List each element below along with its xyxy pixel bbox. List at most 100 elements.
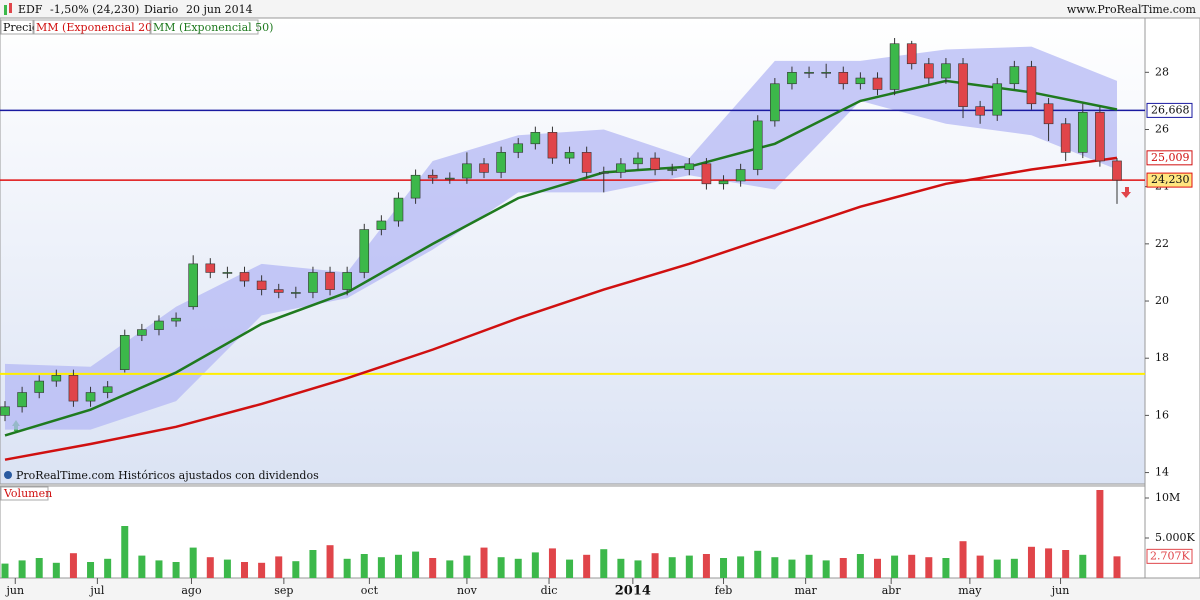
y-tick-label: 22 bbox=[1155, 237, 1169, 250]
volume-bar bbox=[446, 560, 454, 578]
candle-body bbox=[992, 83, 1003, 116]
volume-bar bbox=[155, 560, 163, 578]
candle-body bbox=[889, 43, 900, 90]
sell-arrow bbox=[1121, 187, 1131, 198]
volume-bar bbox=[976, 555, 984, 578]
candle-body bbox=[496, 152, 506, 173]
price-label-box bbox=[1146, 102, 1193, 118]
candle-body bbox=[85, 392, 96, 402]
moving-average bbox=[4, 156, 1118, 461]
candle-body bbox=[1095, 112, 1105, 162]
candle-body bbox=[667, 169, 678, 171]
volume-bar bbox=[856, 554, 864, 578]
volume-bar bbox=[138, 555, 146, 578]
volume-bar bbox=[241, 562, 249, 578]
candle-body bbox=[325, 272, 335, 290]
volume-bar bbox=[1027, 546, 1035, 578]
candle-body bbox=[410, 174, 421, 199]
volume-bar bbox=[702, 554, 710, 578]
candle-body bbox=[684, 163, 695, 170]
volume-bar bbox=[1, 563, 9, 578]
volume-bar bbox=[822, 560, 830, 578]
candle-body bbox=[342, 272, 352, 290]
candle-body bbox=[855, 77, 866, 85]
volume-bar bbox=[87, 562, 95, 578]
value-label-box bbox=[1146, 150, 1193, 166]
candle-body bbox=[256, 280, 267, 290]
volume-bar bbox=[18, 560, 26, 578]
candle-body bbox=[1026, 66, 1037, 105]
candle-body bbox=[1009, 66, 1020, 85]
volume-bar bbox=[514, 558, 522, 578]
candle-body bbox=[51, 375, 62, 382]
site: www.ProRealTime.com bbox=[1067, 3, 1197, 16]
volume-bar bbox=[121, 526, 129, 578]
candle-body bbox=[154, 320, 164, 330]
value-label: 25,009 bbox=[1151, 151, 1190, 164]
candle-body bbox=[787, 72, 797, 85]
x-tick-label: jul bbox=[88, 584, 104, 597]
candle-body bbox=[359, 229, 370, 273]
legend-box bbox=[0, 19, 34, 35]
candle-body bbox=[479, 163, 489, 173]
volume-bar bbox=[292, 561, 300, 578]
volume-bar bbox=[754, 550, 762, 578]
volume-bar bbox=[771, 557, 779, 578]
bollinger-band bbox=[5, 46, 1117, 430]
volume-bar bbox=[873, 558, 881, 578]
x-tick-label: jun bbox=[4, 584, 24, 597]
candle-body bbox=[393, 197, 404, 222]
volume-bar bbox=[685, 555, 693, 578]
candle-body bbox=[701, 163, 712, 185]
x-tick-label: jun bbox=[1050, 584, 1070, 597]
candle-body bbox=[119, 335, 130, 370]
volume-bar bbox=[805, 554, 813, 578]
volume-bar bbox=[942, 558, 950, 578]
volume-bar bbox=[223, 559, 231, 578]
legend-box bbox=[33, 19, 151, 35]
candle-body bbox=[718, 180, 729, 185]
legend: Precio MM (Exponencial 200) MM (Exponenc… bbox=[0, 19, 273, 35]
volume-bar bbox=[394, 554, 402, 578]
candle-body bbox=[598, 172, 609, 174]
candle-body bbox=[924, 63, 934, 79]
y-tick-label: 18 bbox=[1155, 351, 1169, 364]
candle-body bbox=[941, 63, 951, 79]
volume-bar bbox=[206, 557, 214, 578]
candle-body bbox=[581, 152, 592, 173]
legend-ma200: MM (Exponencial 200) bbox=[36, 21, 163, 34]
volume-bar bbox=[668, 557, 676, 578]
y-tick-label: 28 bbox=[1155, 65, 1169, 78]
x-tick-label: mar bbox=[795, 584, 818, 597]
candle-body bbox=[958, 63, 968, 107]
candle-body bbox=[1060, 123, 1071, 153]
moving-average bbox=[4, 79, 1118, 437]
header: EDF -1,50% (24,230) Diario 20 jun 2014 w… bbox=[4, 3, 1197, 16]
volume-bar bbox=[548, 548, 556, 578]
icon bbox=[4, 5, 7, 15]
volume-bar bbox=[1010, 558, 1018, 578]
candle-body bbox=[444, 177, 455, 180]
candle-body bbox=[17, 392, 27, 408]
volume-bar bbox=[566, 559, 574, 578]
volume-bar bbox=[309, 550, 317, 578]
volume-bar bbox=[172, 562, 180, 578]
volume-bar bbox=[343, 558, 351, 578]
volume-bar bbox=[480, 547, 488, 578]
volume-bar bbox=[326, 545, 334, 578]
candle-body bbox=[205, 263, 216, 273]
candle-body bbox=[188, 263, 198, 308]
footer: ProRealTime.com Históricos ajustados con… bbox=[16, 469, 319, 482]
volume-bar bbox=[959, 541, 967, 578]
volume-bar bbox=[600, 549, 608, 578]
volume-bar bbox=[412, 551, 420, 578]
candle-body bbox=[752, 120, 763, 170]
legend-box bbox=[150, 19, 259, 35]
candle-body bbox=[376, 220, 387, 230]
legend-box bbox=[0, 486, 49, 501]
candle-body bbox=[273, 289, 284, 293]
price-label-box bbox=[1146, 172, 1193, 188]
price-label: 24,230 bbox=[1151, 173, 1190, 186]
icon bbox=[9, 3, 12, 13]
